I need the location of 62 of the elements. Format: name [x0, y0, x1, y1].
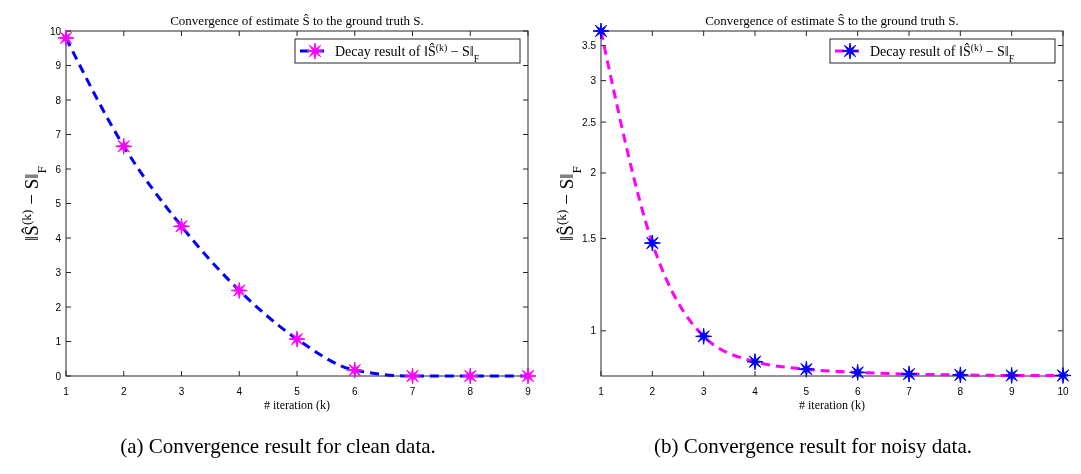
y-tick-label: 3.5 — [582, 39, 597, 51]
y-tick-label: 1.5 — [582, 232, 597, 244]
y-tick-label: 7 — [55, 129, 62, 140]
point — [849, 363, 867, 381]
x-tick-label: 1 — [63, 386, 70, 397]
x-tick-label: 8 — [467, 386, 474, 397]
point — [404, 367, 421, 385]
x-tick-label: 8 — [957, 386, 964, 397]
y-tick-label: 2.5 — [582, 116, 597, 128]
x-tick-label: 2 — [649, 386, 656, 397]
point — [461, 367, 479, 385]
chart-title: Convergence of estimate Ŝ to the ground truth S. — [705, 13, 959, 28]
point — [797, 360, 815, 378]
y-tick-label: 1 — [55, 336, 62, 347]
point — [695, 327, 713, 345]
x-tick-label: 3 — [178, 386, 185, 397]
x-tick-label: 7 — [409, 386, 416, 397]
x-tick-label: 7 — [906, 386, 913, 397]
point — [519, 367, 537, 385]
y-tick-label: 2 — [55, 301, 62, 313]
point — [643, 234, 661, 252]
y-tick-label: 6 — [55, 163, 62, 175]
x-axis-title: # iteration (k) — [264, 398, 330, 412]
point — [1003, 366, 1021, 384]
point — [173, 217, 190, 235]
legend-label: Decay result of ‖Ŝ$^{(k)}$ − S‖$_{F}$ — [870, 41, 1015, 64]
y-tick-label: 3 — [590, 75, 597, 87]
y-tick-label: 2 — [590, 167, 597, 179]
x-tick-label: 4 — [752, 386, 759, 397]
x-axis-title: # iteration (k) — [799, 398, 865, 412]
x-tick-label: 2 — [120, 386, 127, 397]
y-tick-label: 1 — [590, 325, 597, 337]
x-tick-label: 5 — [294, 386, 301, 397]
point — [230, 281, 248, 299]
x-tick-label: 1 — [598, 386, 605, 397]
point — [115, 137, 133, 155]
point — [346, 361, 364, 379]
y-tick-label: 5 — [55, 198, 62, 209]
y-tick-label: 0 — [55, 370, 62, 382]
x-tick-label: 3 — [700, 386, 707, 397]
point — [746, 353, 764, 371]
y-tick-label: 8 — [55, 94, 62, 106]
text: (b) Convergence result for noisy data. — [653, 434, 973, 458]
y-tick-label: 3 — [55, 267, 62, 278]
y-tick-label: 4 — [55, 232, 62, 244]
x-tick-label: 6 — [854, 386, 861, 397]
x-tick-label: 10 — [1057, 386, 1069, 397]
text: (a) Convergence result for clean data. — [120, 434, 436, 458]
x-tick-label: 6 — [351, 386, 358, 397]
point — [900, 365, 918, 383]
x-tick-label: 9 — [1008, 386, 1015, 397]
point — [592, 22, 610, 40]
legend-label: Decay result of ‖Ŝ$^{(k)}$ − S‖$_{F}$ — [335, 41, 480, 64]
x-tick-label: 9 — [525, 386, 532, 397]
chart-title: Convergence of estimate Ŝ to the ground truth S. — [170, 13, 424, 28]
point — [288, 330, 306, 348]
x-tick-label: 5 — [803, 386, 810, 397]
point — [951, 366, 969, 384]
y-tick-label: 9 — [55, 60, 62, 71]
y-tick-label: 10 — [49, 25, 62, 37]
x-tick-label: 4 — [236, 386, 243, 397]
point — [1054, 366, 1072, 384]
